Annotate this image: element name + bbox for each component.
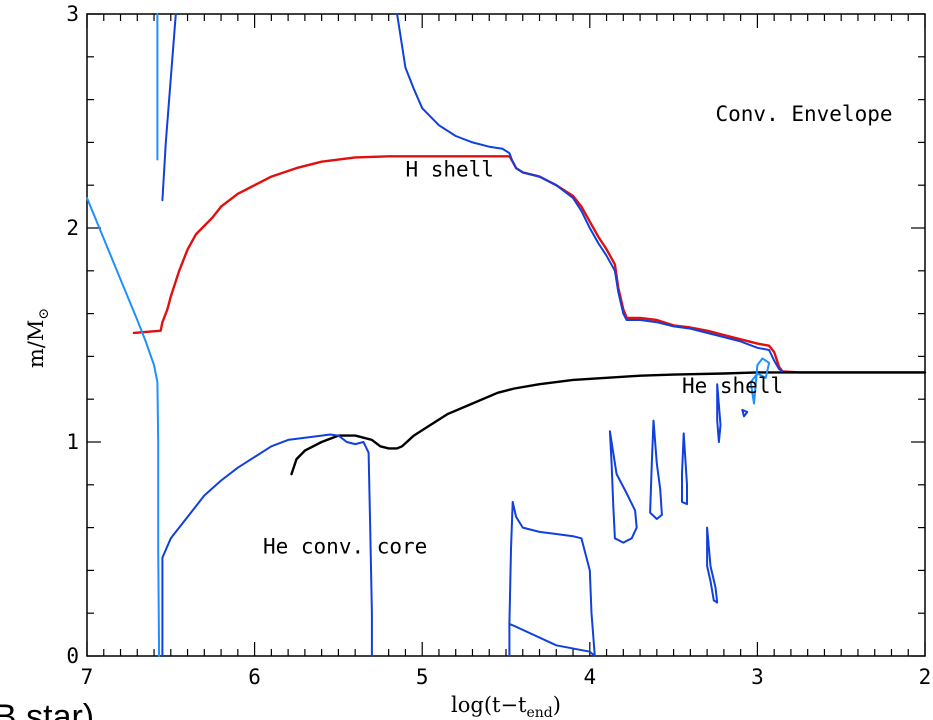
x-tick-label: 3 [751, 665, 764, 689]
x-tick-label: 5 [416, 665, 429, 689]
y-axis-title: m/M⊙ [24, 308, 52, 368]
x-axis-title-subscript: end [527, 705, 553, 720]
blob-3-45 [681, 432, 688, 506]
tick-labels: 7 6 5 4 3 2 0 1 2 3 [66, 2, 931, 689]
x-tick-label: 4 [583, 665, 596, 689]
h-shell-line [132, 155, 927, 374]
he-core-line [161, 433, 373, 657]
blob-3-25 [716, 383, 722, 443]
envelope-base-line [396, 13, 784, 373]
axis-ticks [86, 13, 926, 657]
y-tick-label: 3 [66, 2, 79, 26]
blob-3-05 [741, 408, 749, 418]
x-axis-title: log(t−tend) [451, 693, 561, 720]
blob-3-6 [649, 419, 663, 520]
envelope-early-line [86, 197, 161, 657]
partial-caption-text: B star) [0, 698, 94, 720]
he-shell-line [290, 371, 927, 476]
blob-3-0 [749, 357, 771, 405]
spike-right [161, 13, 177, 202]
annotation-h-shell: H shell [405, 158, 494, 182]
annotation-he-shell: He shell [682, 374, 783, 398]
blob-4-5 [508, 500, 596, 657]
x-axis-title-close: ) [553, 693, 561, 717]
blob-3-3 [706, 526, 719, 604]
x-tick-label: 6 [248, 665, 261, 689]
annotation-he-conv-core: He conv. core [263, 534, 427, 558]
annotations: Conv. Envelope H shell He shell He conv. co… [263, 102, 893, 558]
x-tick-label: 7 [81, 665, 94, 689]
x-axis-title-main: log(t−t [451, 693, 527, 717]
y-axis-title-subscript: ⊙ [36, 308, 52, 320]
annotation-conv-envelope: Conv. Envelope [716, 102, 893, 126]
y-tick-label: 1 [66, 430, 79, 454]
y-tick-label: 2 [66, 216, 79, 240]
x-tick-label: 2 [919, 665, 932, 689]
blob-3-85 [608, 430, 638, 544]
y-tick-label: 0 [66, 644, 79, 668]
y-axis-title-main: m/M [24, 320, 48, 369]
series-layer [86, 13, 927, 657]
